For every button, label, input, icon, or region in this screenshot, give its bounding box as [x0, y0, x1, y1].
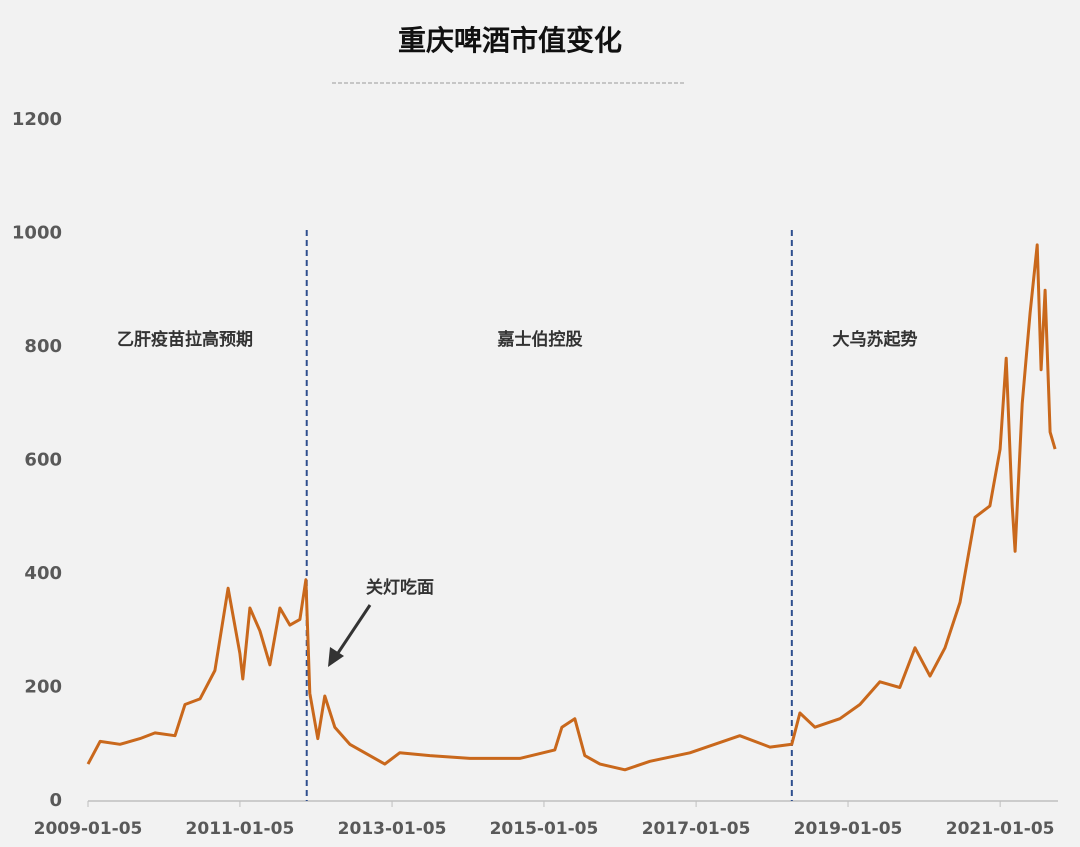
y-tick-label: 0 — [49, 790, 62, 811]
x-tick-label: 2013-01-05 — [338, 819, 447, 839]
annotation: 关灯吃面 — [366, 577, 434, 598]
y-tick-label: 200 — [24, 677, 62, 698]
y-tick-label: 600 — [24, 450, 62, 471]
region-label: 大乌苏起势 — [833, 329, 918, 350]
line-series — [86, 243, 1057, 772]
x-tick-label: 2009-01-05 — [34, 819, 143, 839]
region-label: 乙肝疫苗拉高预期 — [117, 329, 253, 350]
region-label: 嘉士伯控股 — [497, 329, 583, 350]
y-tick-label: 800 — [24, 336, 62, 357]
x-tick-label: 2015-01-05 — [490, 819, 599, 839]
y-tick-label: 1200 — [12, 109, 62, 130]
y-tick-label: 1000 — [12, 223, 62, 244]
x-tick-label: 2011-01-05 — [186, 819, 295, 839]
annotation-arrowhead — [328, 647, 344, 667]
annotation-arrow — [334, 604, 372, 657]
x-tick-label: 2021-01-05 — [946, 819, 1055, 839]
x-tick-label: 2017-01-05 — [642, 819, 751, 839]
chart-title: 重庆啤酒市值变化 — [398, 24, 622, 57]
x-tick-label: 2019-01-05 — [794, 819, 903, 839]
y-tick-label: 400 — [24, 563, 62, 584]
